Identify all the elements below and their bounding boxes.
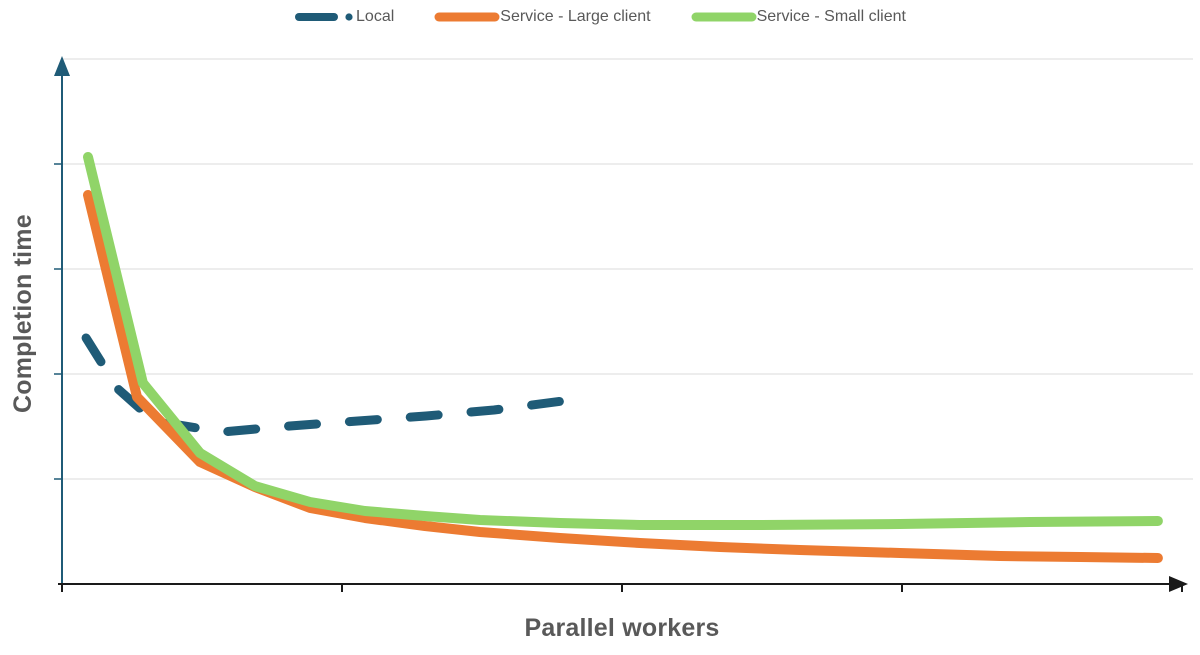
y-axis-arrow-icon: [54, 56, 70, 76]
gridlines: [62, 58, 1193, 480]
legend-item-service-large-client: Service - Large client: [434, 8, 651, 25]
service-small-client-line-swatch-icon: [691, 12, 757, 22]
y-axis-ticks: [54, 163, 63, 480]
legend: Local Service - Large client Service - S…: [0, 4, 1200, 30]
local-line: [81, 333, 568, 437]
axes: [54, 56, 1188, 592]
legend-label-service-large-client: Service - Large client: [500, 8, 651, 25]
service-small-client-line: [83, 152, 1163, 530]
x-axis-ticks: [61, 584, 1183, 592]
legend-label-service-small-client: Service - Small client: [756, 8, 906, 25]
service-large-client-line: [83, 190, 1163, 563]
legend-label-local: Local: [356, 8, 395, 25]
legend-item-service-small-client: Service - Small client: [691, 9, 906, 25]
local-dashed-line-swatch-icon: [295, 13, 353, 21]
service-large-client-line-swatch-icon: [434, 12, 500, 22]
series-lines: [81, 152, 1163, 563]
legend-item-local: Local: [294, 9, 394, 25]
y-axis-title: Completion time: [9, 214, 37, 414]
x-axis-title: Parallel workers: [524, 614, 720, 642]
x-axis-arrow-icon: [1169, 576, 1188, 592]
